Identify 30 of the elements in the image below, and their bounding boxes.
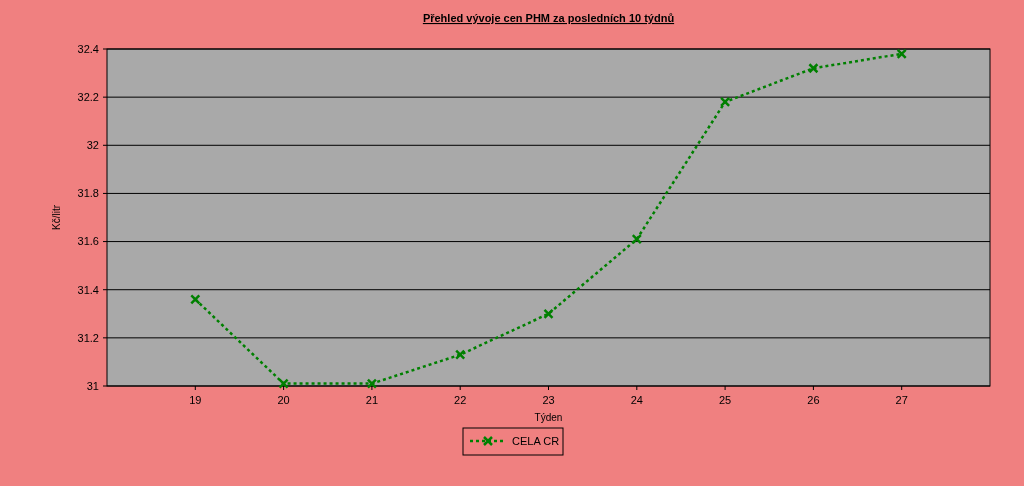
x-tick-label: 25 <box>718 394 732 406</box>
point <box>543 308 554 320</box>
x-tick-label: 26 <box>807 394 820 406</box>
point <box>366 378 378 389</box>
y-tick-label: 31.6 <box>77 235 99 248</box>
y-tick-label: 31.8 <box>77 187 99 200</box>
chart-title: Přehled vývoje cen PHM za posledních 10 týdnů <box>422 12 675 24</box>
legend-label: CELA CR <box>512 435 560 447</box>
y-tick-label: 32.2 <box>77 90 99 103</box>
x-tick-label: 24 <box>630 394 643 406</box>
point <box>631 233 643 245</box>
point <box>190 294 201 305</box>
y-tick-label: 31 <box>86 379 99 392</box>
point <box>278 378 289 389</box>
point <box>896 48 907 60</box>
point <box>719 96 731 108</box>
point <box>808 63 819 74</box>
x-tick-label: 19 <box>189 394 202 406</box>
x-tick-label: 20 <box>277 394 290 406</box>
y-tick-label: 32.4 <box>77 42 99 55</box>
x-tick-label: 22 <box>454 394 467 406</box>
y-tick-label: 32 <box>86 139 99 152</box>
x-axis-title: Týden <box>534 412 563 423</box>
x-tick-label: 23 <box>542 394 555 406</box>
x-tick-label: 21 <box>365 394 379 406</box>
y-tick-label: 31.2 <box>77 331 99 344</box>
y-tick-label: 31.4 <box>77 283 99 296</box>
y-axis-title: Kč/litr <box>51 204 62 230</box>
point <box>454 349 466 360</box>
x-tick-label: 27 <box>895 394 908 406</box>
